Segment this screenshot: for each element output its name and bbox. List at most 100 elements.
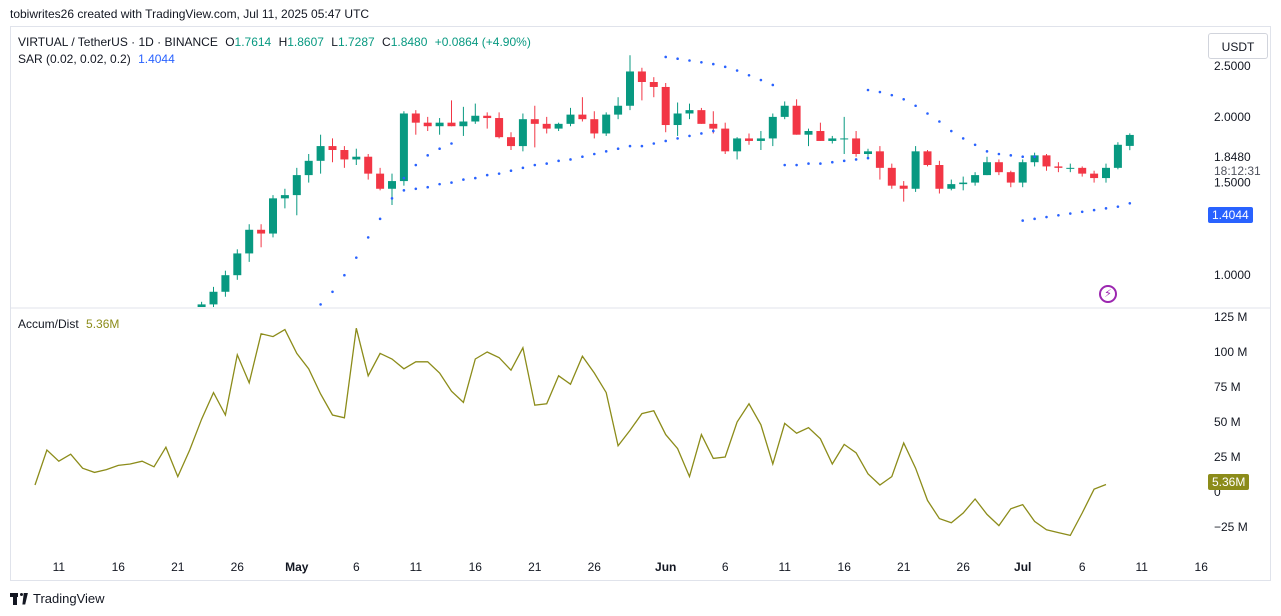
candle-body: [602, 114, 611, 134]
candle: [269, 195, 277, 238]
sar-name[interactable]: SAR (0.02, 0.02, 0.2): [18, 52, 131, 66]
sar-dot: [640, 144, 644, 148]
sar-dot: [747, 73, 751, 77]
candle-body: [804, 131, 813, 135]
candle: [483, 112, 492, 129]
candle-body: [887, 167, 896, 186]
sar-dot: [545, 162, 548, 165]
candle-body: [840, 138, 849, 140]
candle: [566, 107, 575, 127]
footer-brand[interactable]: TradingView: [10, 591, 105, 606]
candle-body: [435, 122, 444, 127]
sar-dot: [819, 162, 822, 165]
sar-dot: [474, 176, 477, 180]
candle-body: [745, 138, 753, 141]
sar-value: 1.4044: [138, 52, 175, 66]
candle-body: [935, 165, 944, 189]
open-value: 1.7614: [234, 35, 272, 49]
sar-dot: [581, 155, 584, 159]
sar-dot: [485, 173, 489, 177]
candle: [1030, 152, 1039, 167]
candle-body: [423, 122, 432, 127]
sar-dot: [735, 69, 739, 72]
sar-dot: [1021, 155, 1024, 159]
candle-body: [447, 122, 456, 127]
candle-body: [364, 156, 373, 174]
close-label: C: [382, 35, 391, 49]
candle-body: [471, 115, 480, 122]
candle: [518, 113, 527, 152]
sar-dot: [402, 176, 406, 180]
candle: [852, 131, 861, 157]
date-tick-label: 16: [1195, 560, 1209, 574]
sar-dot: [723, 65, 727, 69]
sar-dot: [438, 182, 441, 186]
sar-dot: [973, 143, 977, 147]
lightning-icon[interactable]: ⚡: [1099, 285, 1117, 303]
sar-dot: [985, 150, 989, 153]
candle-body: [578, 114, 587, 120]
candle-body: [721, 128, 730, 152]
sar-dot: [438, 147, 441, 150]
currency-button[interactable]: USDT: [1208, 33, 1268, 59]
candle-body: [518, 119, 527, 147]
date-tick-label: 11: [1135, 560, 1148, 574]
sar-legend: SAR (0.02, 0.02, 0.2) 1.4044: [18, 52, 179, 66]
sar-dot: [1080, 210, 1084, 214]
candle-body: [233, 253, 242, 276]
candle-body: [507, 137, 515, 147]
candle-body: [328, 146, 337, 151]
candle: [316, 134, 325, 174]
candle-body: [864, 151, 872, 155]
candle-body: [626, 71, 634, 106]
sar-dot: [676, 137, 679, 140]
sar-dot: [688, 134, 691, 138]
candle: [1054, 162, 1063, 173]
candle-body: [637, 71, 646, 83]
candle: [186, 307, 194, 321]
candle: [221, 270, 230, 297]
date-tick-label: 11: [778, 560, 791, 574]
sar-dot: [1033, 217, 1036, 221]
candle-body: [269, 198, 277, 234]
candle-body: [399, 113, 408, 182]
candle-body: [780, 105, 789, 117]
candle: [983, 156, 991, 176]
candle-body: [983, 162, 991, 176]
candle-body: [411, 113, 420, 123]
sar-dot: [997, 152, 1001, 156]
candle-body: [1113, 144, 1122, 168]
sar-dot: [854, 158, 858, 161]
change-value: +0.0864 (+4.90%): [434, 35, 531, 49]
candle-body: [388, 181, 396, 189]
ad-tick-label: 75 M: [1214, 380, 1241, 394]
candle-body: [1078, 167, 1087, 174]
candle: [471, 103, 480, 124]
candle: [1066, 163, 1075, 173]
sar-dot: [1009, 154, 1013, 157]
date-tick-label: 11: [53, 560, 66, 574]
sar-dot: [1104, 207, 1108, 210]
candle-body: [685, 110, 694, 114]
candle: [542, 116, 551, 134]
sar-layer: [319, 55, 1132, 306]
candle: [245, 224, 254, 262]
date-tick-label: 6: [722, 560, 729, 574]
sar-dot: [378, 217, 382, 221]
candle-body: [1090, 173, 1099, 179]
candle-body: [245, 229, 254, 254]
candle: [1113, 142, 1122, 170]
candle: [209, 286, 218, 307]
sar-dot: [771, 83, 775, 87]
candle: [661, 82, 670, 133]
candle-body: [542, 123, 551, 129]
candle: [280, 188, 289, 209]
symbol-label[interactable]: VIRTUAL / TetherUS · 1D · BINANCE: [18, 35, 218, 49]
accum-dist-layer: [34, 328, 1107, 537]
sar-dot: [1021, 219, 1024, 222]
candle: [828, 135, 837, 144]
low-value: 1.7287: [337, 35, 375, 49]
ad-name[interactable]: Accum/Dist: [18, 317, 79, 331]
candle: [899, 181, 908, 202]
